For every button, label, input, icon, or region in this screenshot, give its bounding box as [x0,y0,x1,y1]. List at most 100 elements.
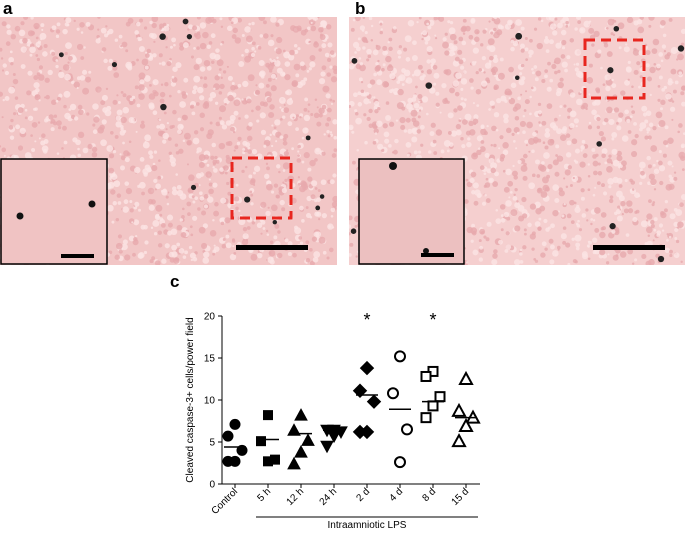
texture-dot [225,234,230,239]
texture-dot [495,218,502,225]
texture-dot [626,200,633,207]
texture-dot [57,125,62,130]
texture-dot [244,114,249,119]
texture-dot [250,253,258,261]
texture-dot [159,26,163,30]
texture-dot [247,149,252,154]
texture-dot [664,208,668,213]
texture-dot [143,250,148,255]
texture-dot [176,224,183,231]
texture-dot [332,65,337,71]
texture-dot [45,94,50,100]
texture-dot [541,161,545,165]
cell [515,32,523,40]
texture-dot [648,24,652,28]
dot [387,387,399,400]
texture-dot [316,121,322,127]
texture-dot [30,17,34,20]
texture-dot [388,121,395,127]
texture-dot [215,159,220,164]
texture-dot [405,77,413,84]
texture-dot [297,176,301,179]
texture-dot [276,164,281,169]
texture-dot [603,117,609,123]
texture-dot [366,58,370,62]
texture-dot [325,93,331,99]
texture-dot [476,149,482,156]
texture-dot [559,134,567,142]
texture-dot [173,43,176,47]
texture-dot [590,218,594,221]
texture-dot [329,65,333,69]
texture-dot [176,242,181,247]
texture-dot [97,28,100,31]
texture-dot [439,111,442,114]
texture-dot [529,203,537,210]
texture-dot [209,91,217,99]
texture-dot [557,81,564,89]
texture-dot [194,33,201,40]
dot [301,433,315,446]
texture-dot [112,201,117,206]
texture-dot [14,96,19,100]
texture-dot [301,136,305,140]
texture-dot [138,72,146,80]
texture-dot [656,233,660,237]
texture-dot [507,180,514,187]
texture-dot [433,151,438,155]
texture-dot [236,141,241,146]
texture-dot [680,42,685,47]
texture-dot [48,114,54,120]
texture-dot [653,228,657,232]
texture-dot [273,235,278,240]
texture-dot [591,109,597,116]
texture-dot [218,91,223,95]
texture-dot [531,67,534,71]
texture-dot [295,73,300,78]
texture-dot [251,148,258,155]
cell [514,75,520,81]
texture-dot [503,118,509,124]
texture-dot [490,31,494,35]
texture-dot [513,175,518,180]
texture-dot [284,178,288,182]
texture-dot [113,180,121,188]
texture-dot [526,121,533,129]
texture-dot [648,122,654,127]
dot [320,440,334,454]
texture-dot [471,223,476,228]
texture-dot [203,59,211,67]
texture-dot [638,161,646,169]
texture-dot [138,181,146,189]
texture-dot [673,221,679,227]
texture-dot [182,42,189,49]
texture-dot [181,93,188,99]
texture-dot [151,17,159,23]
texture-dot [497,72,505,80]
texture-dot [554,198,560,204]
texture-dot [499,57,504,62]
texture-dot [411,136,418,143]
texture-dot [238,60,245,67]
texture-dot [389,72,396,80]
texture-dot [80,56,85,60]
texture-dot [606,106,613,114]
texture-dot [63,140,68,145]
texture-dot [478,68,483,72]
cell [657,255,665,263]
texture-dot [571,138,578,145]
texture-dot [107,181,115,189]
texture-dot [254,50,257,53]
texture-dot [627,248,634,255]
texture-dot [524,47,529,52]
texture-dot [310,25,317,32]
texture-dot [528,138,535,145]
texture-dot [227,203,232,208]
texture-dot [266,183,273,191]
texture-dot [463,70,467,74]
texture-dot [522,245,527,250]
texture-dot [446,100,450,104]
texture-dot [362,37,368,43]
texture-dot [430,58,436,64]
texture-dot [263,139,271,147]
